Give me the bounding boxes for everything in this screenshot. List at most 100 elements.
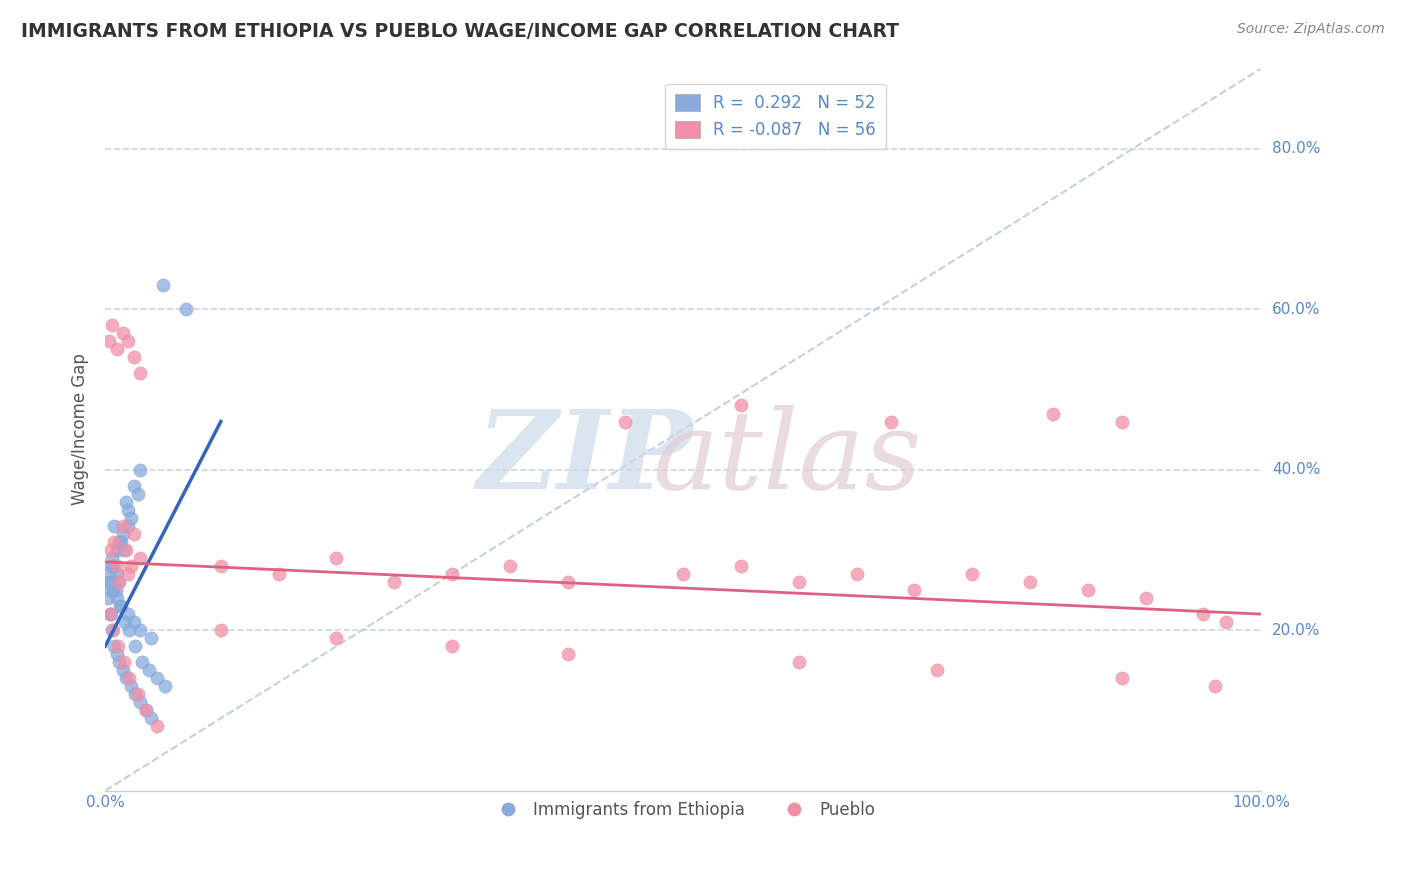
Point (107, 574, 129, 589)
Point (98, 582, 121, 597)
Text: atlas: atlas (652, 405, 922, 512)
Point (108, 534, 131, 549)
Point (114, 615, 136, 629)
Point (128, 463, 150, 477)
Point (122, 479, 145, 493)
Point (124, 639, 146, 653)
Point (105, 542, 128, 557)
Point (111, 326, 134, 341)
Point (1204, 679, 1226, 693)
Point (105, 647, 128, 661)
Point (117, 334, 139, 349)
Point (101, 623, 124, 637)
Point (209, 623, 232, 637)
Point (128, 695, 150, 709)
Point (146, 719, 169, 733)
Point (117, 607, 139, 621)
Point (382, 574, 405, 589)
Point (111, 527, 134, 541)
Point (103, 558, 125, 573)
Text: 20.0%: 20.0% (1272, 623, 1320, 638)
Point (111, 663, 134, 677)
Point (845, 566, 868, 581)
Point (440, 566, 463, 581)
Point (112, 542, 135, 557)
Text: 40.0%: 40.0% (1272, 462, 1320, 477)
Point (1042, 407, 1064, 421)
Point (267, 566, 290, 581)
Point (903, 582, 925, 597)
Point (1111, 671, 1133, 685)
Point (110, 599, 132, 613)
Point (499, 558, 522, 573)
Point (122, 351, 145, 365)
Point (1111, 415, 1133, 429)
Point (1077, 582, 1099, 597)
Text: 80.0%: 80.0% (1272, 141, 1320, 156)
Point (103, 534, 125, 549)
Point (557, 647, 579, 661)
Point (108, 574, 131, 589)
Text: Source: ZipAtlas.com: Source: ZipAtlas.com (1237, 22, 1385, 37)
Point (108, 655, 131, 669)
Point (880, 415, 903, 429)
Point (115, 671, 138, 685)
Point (122, 615, 145, 629)
Point (131, 655, 153, 669)
Point (100, 542, 122, 557)
Point (927, 663, 949, 677)
Point (146, 671, 169, 685)
Point (122, 527, 145, 541)
Point (104, 582, 127, 597)
Point (115, 495, 138, 509)
Point (325, 550, 347, 565)
Point (115, 542, 138, 557)
Point (730, 399, 752, 413)
Point (101, 550, 124, 565)
Y-axis label: Wage/Income Gap: Wage/Income Gap (72, 353, 89, 506)
Point (1019, 574, 1042, 589)
Point (787, 574, 810, 589)
Point (100, 574, 122, 589)
Point (128, 367, 150, 381)
Point (127, 487, 149, 501)
Point (112, 655, 135, 669)
Point (120, 558, 142, 573)
Point (105, 558, 128, 573)
Point (105, 591, 128, 605)
Legend: Immigrants from Ethiopia, Pueblo: Immigrants from Ethiopia, Pueblo (484, 794, 882, 826)
Point (155, 679, 177, 693)
Point (117, 566, 139, 581)
Text: IMMIGRANTS FROM ETHIOPIA VS PUEBLO WAGE/INCOME GAP CORRELATION CHART: IMMIGRANTS FROM ETHIOPIA VS PUEBLO WAGE/… (21, 22, 898, 41)
Point (141, 711, 163, 725)
Point (127, 687, 149, 701)
Point (118, 623, 141, 637)
Point (103, 639, 125, 653)
Point (117, 503, 139, 517)
Text: ZIP: ZIP (477, 405, 693, 512)
Point (128, 623, 150, 637)
Point (117, 519, 139, 533)
Point (1215, 615, 1237, 629)
Text: 60.0%: 60.0% (1272, 301, 1320, 317)
Point (110, 534, 132, 549)
Point (110, 599, 132, 613)
Point (96, 591, 118, 605)
Point (135, 703, 157, 717)
Point (98, 607, 121, 621)
Point (209, 558, 232, 573)
Point (97, 334, 120, 349)
Point (1135, 591, 1157, 605)
Point (105, 343, 128, 357)
Point (120, 511, 142, 525)
Point (787, 655, 810, 669)
Point (100, 607, 122, 621)
Point (103, 519, 125, 533)
Point (152, 278, 174, 293)
Point (325, 631, 347, 645)
Point (111, 519, 134, 533)
Point (1192, 607, 1215, 621)
Point (118, 671, 141, 685)
Point (138, 663, 160, 677)
Point (440, 639, 463, 653)
